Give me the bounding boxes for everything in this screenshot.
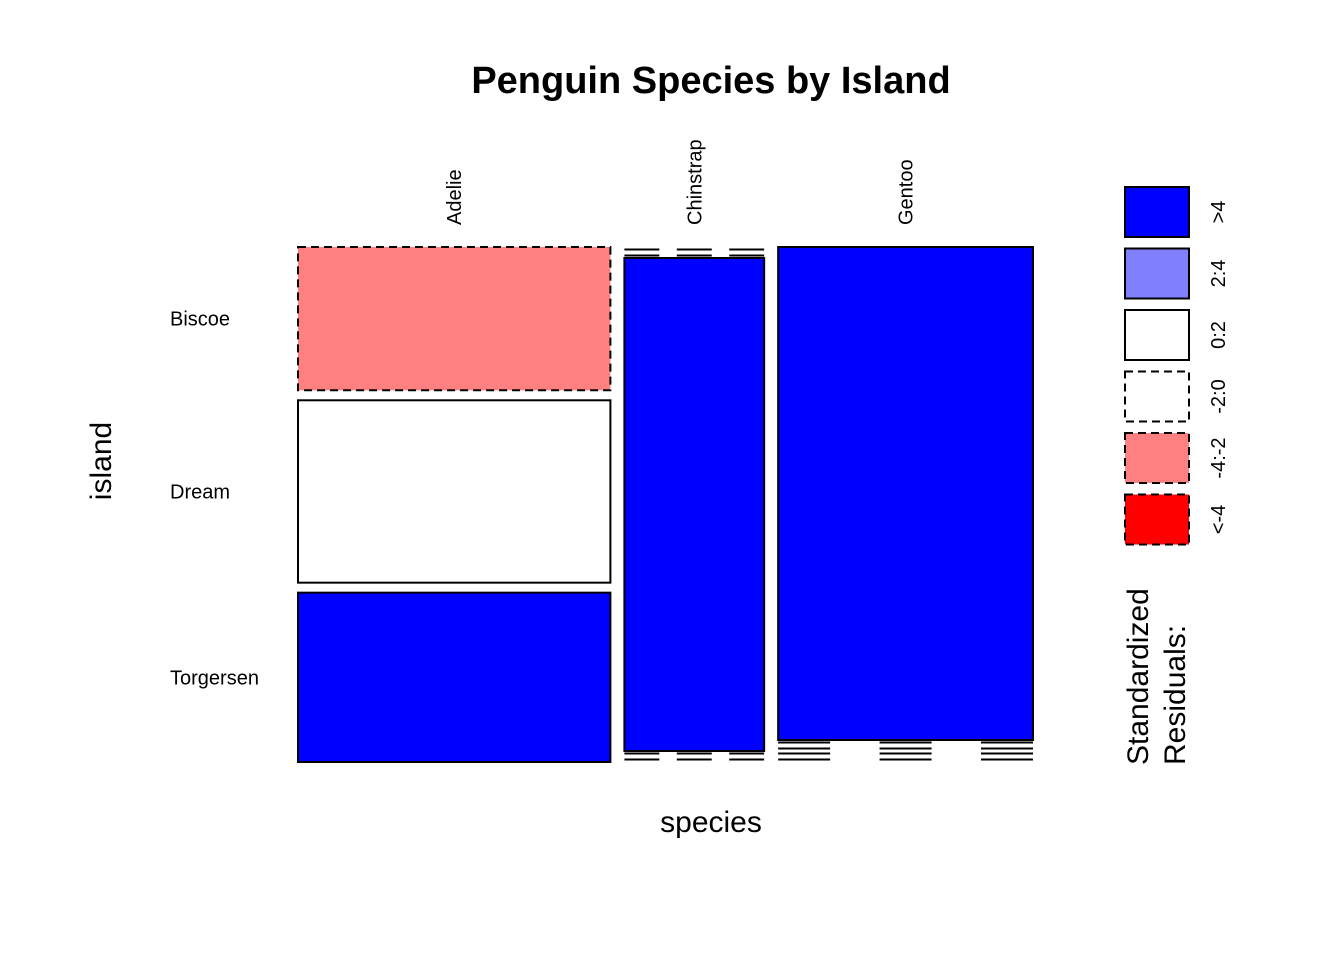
legend-label-4: -2:0	[1208, 379, 1230, 413]
empty-marker-chinstrap-biscoe	[624, 248, 765, 257]
legend-label-5: -4:-2	[1208, 437, 1230, 478]
y-tick-labels: Biscoe Dream Torgersen	[170, 309, 259, 690]
empty-marker-gentoo-torgersen	[778, 752, 1033, 761]
legend-swatch-3	[1124, 309, 1190, 361]
legend-label-3: 0:2	[1208, 321, 1230, 349]
empty-cell-markers	[624, 248, 1033, 761]
legend-label-1: >4	[1208, 201, 1230, 224]
legend-swatch-1	[1124, 186, 1190, 238]
tile-gentoo-biscoe	[777, 246, 1035, 741]
legend-title-line-2: Residuals:	[1159, 625, 1192, 765]
y-tick-dream: Dream	[170, 481, 230, 503]
tile-adelie-dream	[297, 399, 612, 584]
x-tick-labels: Adelie Chinstrap Gentoo	[444, 139, 917, 225]
legend-title-line-1: Standardized	[1122, 588, 1155, 765]
x-tick-gentoo: Gentoo	[896, 159, 918, 225]
x-tick-chinstrap: Chinstrap	[684, 139, 706, 225]
x-axis-label: species	[660, 806, 762, 839]
legend-label-6: <-4	[1208, 505, 1230, 534]
y-tick-biscoe: Biscoe	[170, 309, 230, 331]
y-tick-torgersen: Torgersen	[170, 667, 259, 689]
legend-swatch-2	[1124, 247, 1190, 300]
tile-chinstrap-dream	[623, 257, 766, 752]
tile-adelie-biscoe	[297, 246, 612, 392]
tile-adelie-torgersen	[297, 591, 612, 763]
x-tick-adelie: Adelie	[444, 169, 466, 225]
mosaic-tiles	[297, 246, 1035, 763]
chart-title: Penguin Species by Island	[471, 60, 950, 102]
empty-marker-chinstrap-torgersen	[624, 752, 765, 761]
y-axis-label: island	[85, 422, 118, 500]
legend: >4 2:4 0:2 -2:0 -4:-2 <-4 Standardized Residual…	[1122, 186, 1230, 765]
legend-swatch-6	[1124, 493, 1190, 546]
legend-label-2: 2:4	[1208, 260, 1230, 288]
empty-marker-gentoo-dream	[778, 741, 1033, 750]
legend-swatch-5	[1124, 432, 1190, 484]
legend-swatch-4	[1124, 370, 1190, 423]
